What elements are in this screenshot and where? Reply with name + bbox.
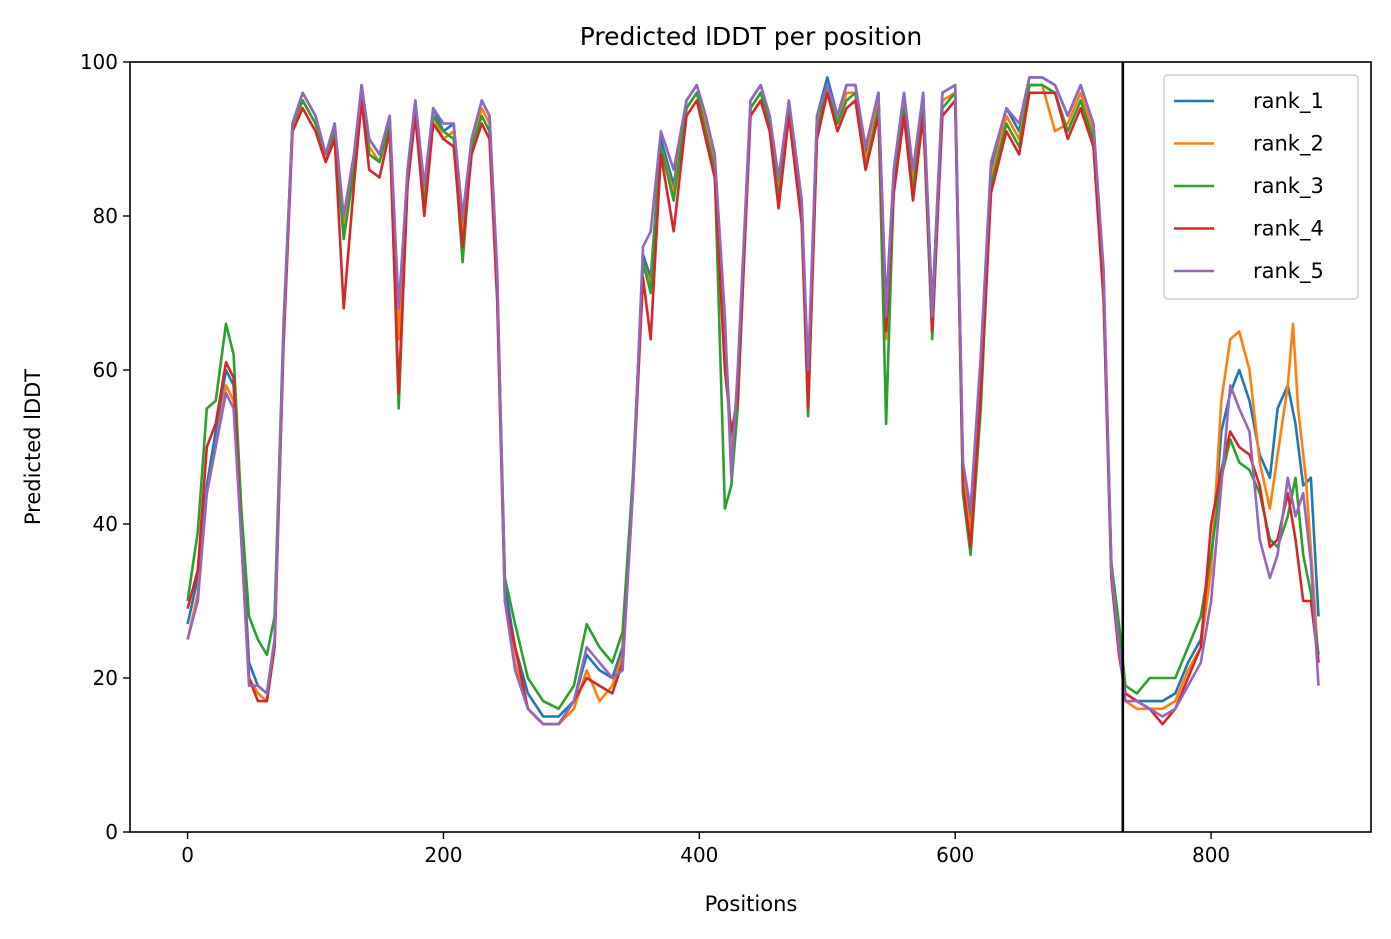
y-tick-label: 60 [93, 358, 118, 382]
x-tick-label: 0 [181, 843, 194, 867]
x-tick-label: 400 [680, 843, 718, 867]
legend-label-rank_5: rank_5 [1253, 259, 1324, 284]
series-line-rank_5 [186, 76, 1320, 726]
series-line-rank_2 [186, 83, 1320, 726]
y-tick-label: 40 [93, 512, 118, 536]
y-tick-label: 100 [80, 50, 118, 74]
legend-label-rank_3: rank_3 [1253, 174, 1324, 199]
legend-label-rank_1: rank_1 [1253, 89, 1324, 114]
x-axis-label: Positions [705, 892, 798, 916]
chart-title: Predicted lDDT per position [580, 22, 922, 51]
series-line-rank_3 [186, 83, 1320, 711]
y-tick-label: 0 [105, 820, 118, 844]
series-line-rank_1 [186, 76, 1320, 718]
y-axis-label: Predicted lDDT [21, 369, 45, 525]
legend-label-rank_2: rank_2 [1253, 132, 1324, 157]
legend-label-rank_4: rank_4 [1253, 217, 1324, 242]
y-axis: 0 20 40 60 80 100 [80, 50, 130, 844]
y-tick-label: 80 [93, 204, 118, 228]
x-tick-label: 800 [1192, 843, 1230, 867]
x-tick-label: 200 [424, 843, 462, 867]
x-axis: 0 200 400 600 800 [181, 832, 1230, 867]
series-line-rank_4 [186, 91, 1320, 726]
legend-box [1163, 74, 1359, 300]
legend: rank_1 rank_2 rank_3 rank_4 rank_5 [1163, 74, 1359, 300]
plot-frame [129, 61, 1372, 833]
y-tick-label: 20 [93, 666, 118, 690]
series-layer [186, 76, 1320, 726]
x-tick-label: 600 [936, 843, 974, 867]
